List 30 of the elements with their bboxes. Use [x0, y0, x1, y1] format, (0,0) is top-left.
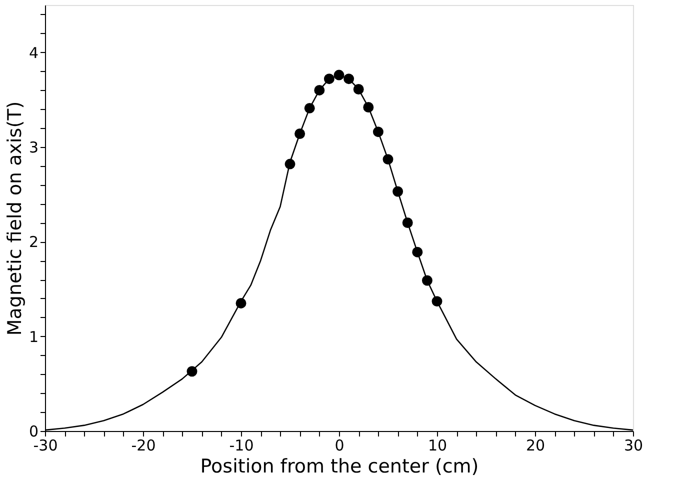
point	[382, 154, 394, 165]
x-tick-label: 30	[624, 436, 644, 454]
y-tick-label: 2	[28, 233, 38, 252]
y-tick-label: 3	[28, 138, 38, 156]
point	[344, 74, 354, 84]
x-tick-label: 20	[526, 436, 546, 454]
point	[402, 218, 413, 228]
point	[372, 126, 384, 138]
point	[353, 84, 364, 94]
x-tick-label: 0	[334, 436, 344, 454]
point	[324, 74, 334, 84]
point	[432, 296, 442, 307]
point	[363, 102, 374, 112]
y-tick-label: 4	[28, 44, 38, 62]
y-tick-label: 1	[28, 328, 38, 346]
x-tick-label: 10	[428, 436, 448, 454]
point	[304, 102, 315, 114]
point	[392, 186, 404, 197]
point	[412, 246, 423, 258]
point	[422, 275, 432, 286]
x-axis-title: Position from the center (cm)	[200, 456, 479, 478]
point	[314, 84, 325, 96]
point	[284, 158, 296, 170]
point	[236, 298, 246, 308]
point	[334, 70, 344, 80]
x-tick-label: -10	[229, 436, 254, 454]
x-tick-label: -20	[131, 436, 156, 454]
point	[294, 128, 306, 139]
y-axis-title: Magnetic field on axis(T)	[4, 101, 26, 336]
point	[186, 366, 198, 377]
